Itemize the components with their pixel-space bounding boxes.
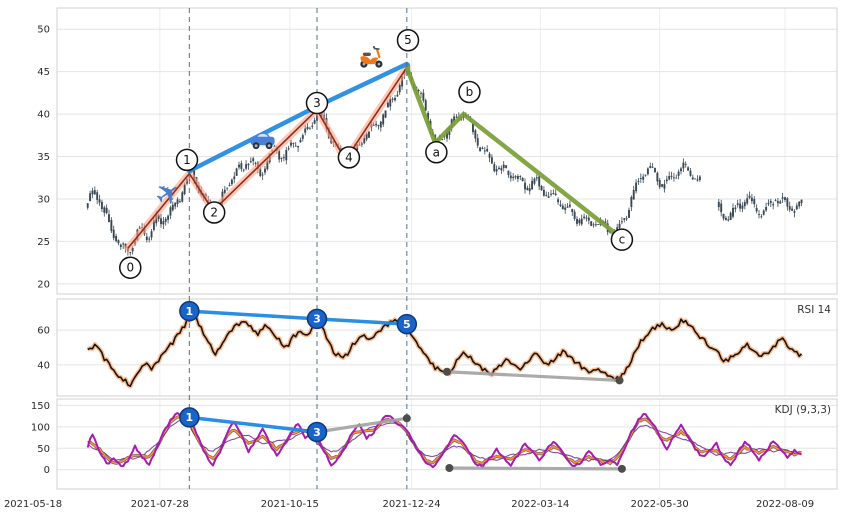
wave-marker-3: [305, 91, 329, 115]
x-tick-label: 2021-12-24: [382, 499, 440, 510]
wave-markers: 0 1 2 3 4 5 a b c: [119, 28, 634, 279]
price-ytick-label: 35: [37, 152, 50, 163]
kdj-ytick-label: 0: [44, 465, 50, 476]
divergence-marker-label: 5: [403, 318, 411, 331]
divergence-marker-5: [396, 313, 418, 335]
wave-marker-0: [119, 256, 142, 279]
divergence-marker-label: 3: [313, 313, 321, 326]
wave-marker-label: 2: [210, 206, 218, 220]
x-tick-label: 2022-03-14: [511, 499, 569, 510]
divergence-marker-3: [306, 421, 328, 443]
divergence-marker-label: 1: [186, 305, 194, 318]
rsi-panel-content: 1 3 5 RSI 14: [86, 300, 831, 389]
wave-marker-label: b: [466, 85, 474, 99]
gray-dot: [445, 464, 454, 472]
wave-marker-label: 3: [313, 96, 321, 110]
wave-marker-label: 0: [126, 261, 134, 275]
rsi-panel-label: RSI 14: [797, 304, 831, 316]
price-ytick-label: 50: [37, 25, 50, 36]
wave-marker-b: [458, 80, 481, 104]
wave-marker-1: [175, 148, 199, 172]
wave-marker-label: c: [619, 233, 626, 247]
wave-marker-c: [610, 228, 634, 251]
divergence-gray-line: [446, 370, 620, 383]
kdj-panel-content: 1 3 KDJ (9,3,3): [86, 404, 831, 473]
wave-marker-a: [425, 141, 448, 164]
wave-marker-label: 4: [345, 150, 353, 164]
price-ytick-label: 25: [37, 237, 50, 248]
gray-dot: [402, 414, 411, 423]
x-tick-label: 2022-08-09: [756, 499, 814, 510]
divergence-marker-label: 3: [313, 426, 321, 439]
divergence-marker-1: [179, 407, 200, 428]
divergence-gray-line: [316, 416, 408, 434]
kdj-ytick-label: 50: [37, 444, 50, 455]
divergence-marker-label: 1: [186, 411, 194, 424]
wave-marker-5: [396, 28, 420, 52]
wave-marker-label: 5: [404, 33, 412, 47]
wave-marker-4: [337, 146, 361, 169]
gray-dot: [617, 464, 626, 473]
gray-dot: [615, 376, 624, 385]
price-ytick-label: 20: [37, 279, 50, 290]
rsi-ytick-label: 40: [37, 360, 50, 371]
divergence-gray-line: [449, 466, 622, 471]
x-axis-labels: 2021-05-18 2021-07-28 2021-10-15 2021-12-24…: [4, 499, 814, 510]
divergence-marker-3: [306, 308, 328, 330]
kdj-ytick-label: 150: [31, 401, 50, 412]
kdj-j-line: [86, 412, 802, 469]
wave-marker-label: a: [433, 145, 440, 159]
kdj-panel-label: KDJ (9,3,3): [775, 404, 831, 416]
impulse-zigzag-line: [127, 66, 408, 249]
price-ytick-label: 45: [37, 67, 50, 78]
x-tick-label: 2021-10-15: [261, 499, 319, 510]
kdj-ytick-label: 100: [31, 422, 50, 433]
abc-correction-line: [404, 65, 618, 236]
x-tick-label: 2022-05-30: [631, 499, 689, 510]
price-ytick-label: 40: [37, 110, 50, 121]
x-tick-label: 2021-05-18: [4, 499, 62, 510]
gray-dot: [443, 367, 451, 376]
x-tick-label: 2021-07-28: [131, 499, 189, 510]
divergence-blue-line: [187, 415, 319, 434]
rsi-ytick-label: 60: [37, 326, 50, 337]
price-ytick-label: 30: [37, 194, 50, 205]
wave-marker-2: [202, 201, 226, 224]
car-icon: [250, 132, 275, 150]
scooter-icon: [360, 46, 383, 68]
wave-marker-label: 1: [183, 153, 191, 167]
divergence-marker-1: [179, 300, 200, 322]
